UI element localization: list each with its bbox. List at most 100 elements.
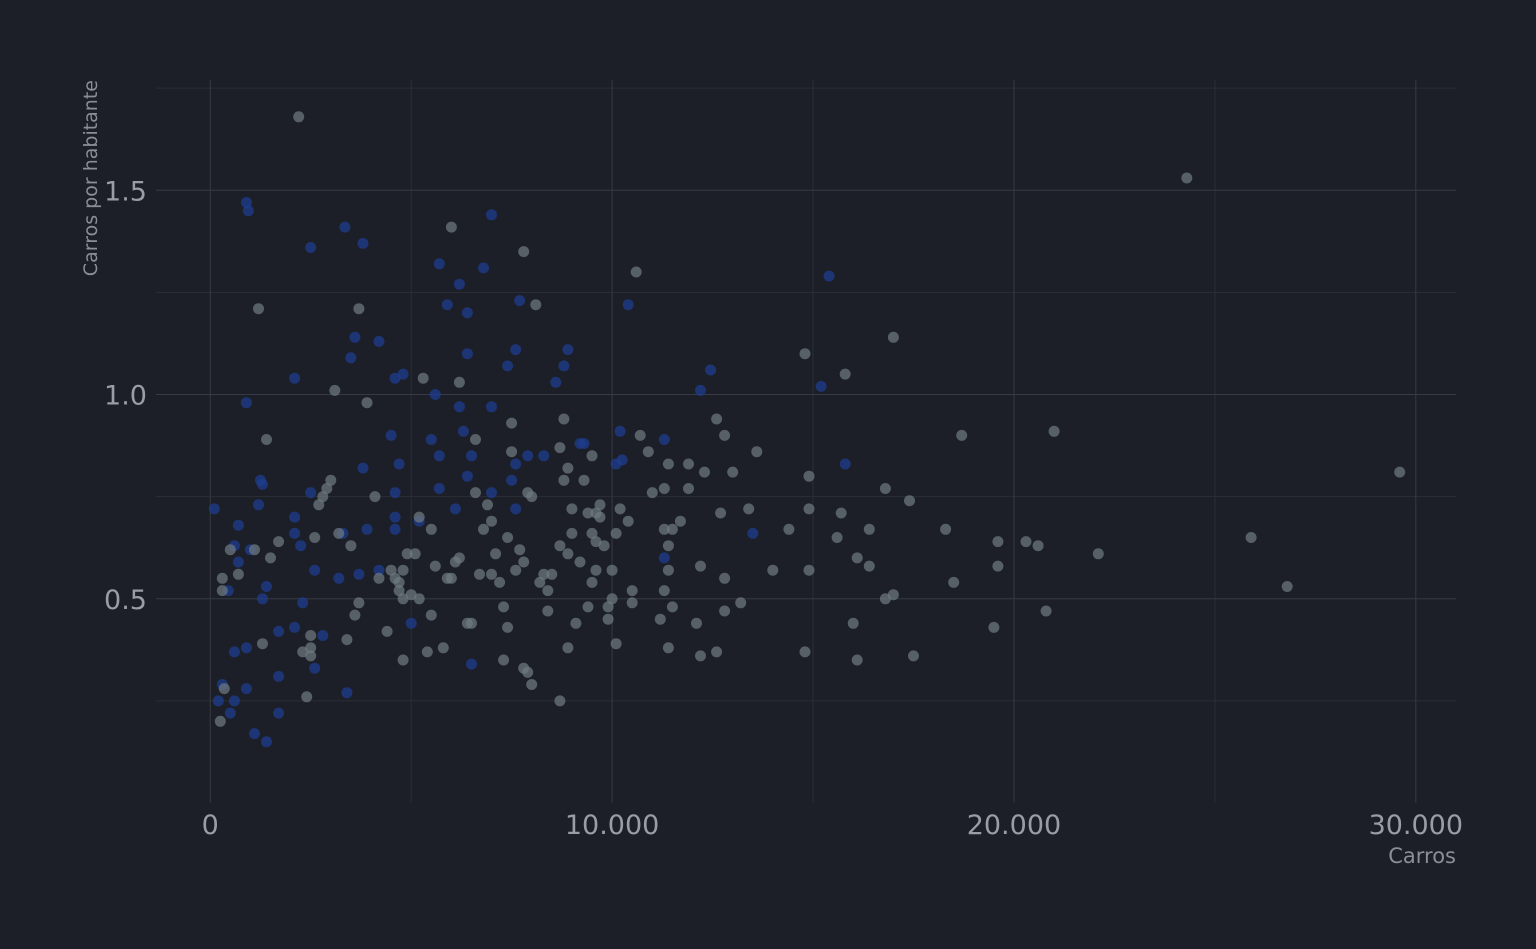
scatter-point	[743, 503, 755, 515]
scatter-point	[646, 487, 658, 499]
x-axis-label: Carros	[1388, 844, 1456, 868]
scatter-point	[397, 593, 409, 605]
scatter-point	[397, 654, 409, 666]
scatter-point	[683, 483, 694, 494]
scatter-point	[695, 650, 706, 662]
scatter-point	[261, 581, 272, 592]
scatter-point	[224, 544, 236, 556]
scatter-point	[1181, 172, 1193, 184]
scatter-point	[662, 642, 674, 654]
scatter-point	[486, 568, 497, 580]
scatter-point	[441, 299, 453, 311]
scatter-point	[578, 474, 590, 486]
scatter-point	[578, 438, 590, 449]
scatter-point	[683, 458, 694, 470]
scatter-point	[879, 593, 891, 605]
scatter-point	[658, 552, 670, 564]
scatter-point	[289, 372, 301, 384]
scatter-point	[417, 372, 429, 384]
scatter-point	[566, 527, 578, 539]
scatter-point	[562, 642, 574, 654]
scatter-point	[273, 625, 285, 637]
scatter-point	[228, 646, 240, 658]
scatter-point	[554, 695, 566, 707]
scatter-point	[727, 466, 739, 478]
scatter-point	[1040, 605, 1052, 617]
scatter-point	[610, 638, 622, 650]
scatter-point	[562, 344, 574, 356]
scatter-point	[851, 552, 863, 564]
scatter-point	[719, 572, 731, 584]
scatter-point	[654, 613, 666, 625]
scatter-point	[863, 560, 875, 572]
scatter-point	[610, 458, 622, 470]
scatter-point	[385, 564, 397, 576]
scatter-point	[988, 621, 1000, 633]
scatter-point	[582, 507, 594, 519]
x-tick-label: 30.000	[1369, 810, 1463, 841]
scatter-point	[453, 278, 465, 290]
scatter-point	[622, 299, 634, 311]
scatter-point	[695, 560, 706, 572]
scatter-point	[783, 523, 795, 535]
scatter-point	[389, 523, 401, 535]
scatter-point	[498, 601, 510, 613]
scatter-point	[666, 601, 678, 613]
scatter-point	[373, 335, 385, 347]
scatter-point	[389, 487, 401, 499]
scatter-point	[510, 503, 522, 515]
scatter-point	[598, 540, 610, 552]
major-gridlines	[156, 80, 1456, 803]
scatter-point	[558, 413, 570, 425]
scatter-point	[554, 442, 566, 454]
y-axis-tick-labels: 0.5 1.0 1.5	[104, 176, 147, 615]
scatter-point	[232, 519, 244, 531]
scatter-point	[719, 429, 731, 441]
scatter-point	[333, 527, 345, 539]
scatter-point	[214, 715, 226, 727]
scatter-point	[522, 450, 534, 462]
scatter-point	[735, 597, 747, 609]
scatter-point	[658, 523, 670, 535]
scatter-point	[433, 483, 445, 494]
scatter-point	[554, 540, 566, 552]
scatter-point	[948, 576, 960, 588]
scatter-point	[506, 417, 518, 429]
scatter-point	[839, 368, 851, 380]
scatter-point	[815, 380, 827, 392]
scatter-point	[273, 670, 285, 682]
scatter-point	[341, 634, 353, 646]
scatter-point	[590, 536, 602, 548]
scatter-point	[518, 556, 530, 568]
scatter-point	[486, 487, 497, 499]
scatter-point	[715, 507, 727, 519]
scatter-point	[341, 687, 353, 699]
scatter-point	[305, 242, 317, 253]
scatter-point	[249, 728, 260, 740]
scatter-point	[498, 654, 510, 666]
scatter-point	[940, 523, 952, 535]
scatter-point	[249, 544, 260, 556]
scatter-point	[317, 491, 329, 503]
scatter-point	[429, 389, 441, 400]
scatter-point	[405, 589, 417, 601]
scatter-point	[542, 585, 554, 597]
scatter-point	[357, 237, 369, 249]
scatter-point	[586, 576, 598, 588]
scatter-point	[345, 352, 357, 364]
scatter-point	[662, 564, 674, 576]
y-axis-label: Carros por habitante	[80, 80, 102, 276]
scatter-point	[309, 532, 321, 543]
scatter-point	[385, 429, 397, 441]
scatter-point	[622, 515, 634, 527]
scatter-point	[486, 209, 497, 221]
scatter-point	[879, 483, 891, 494]
scatter-point	[691, 617, 702, 629]
x-tick-label: 0	[202, 810, 219, 841]
scatter-point	[425, 523, 437, 535]
scatter-point	[373, 564, 385, 576]
scatter-point	[361, 397, 373, 409]
scatter-point	[486, 401, 497, 413]
scatter-point	[506, 474, 518, 486]
scatter-point	[904, 495, 915, 507]
